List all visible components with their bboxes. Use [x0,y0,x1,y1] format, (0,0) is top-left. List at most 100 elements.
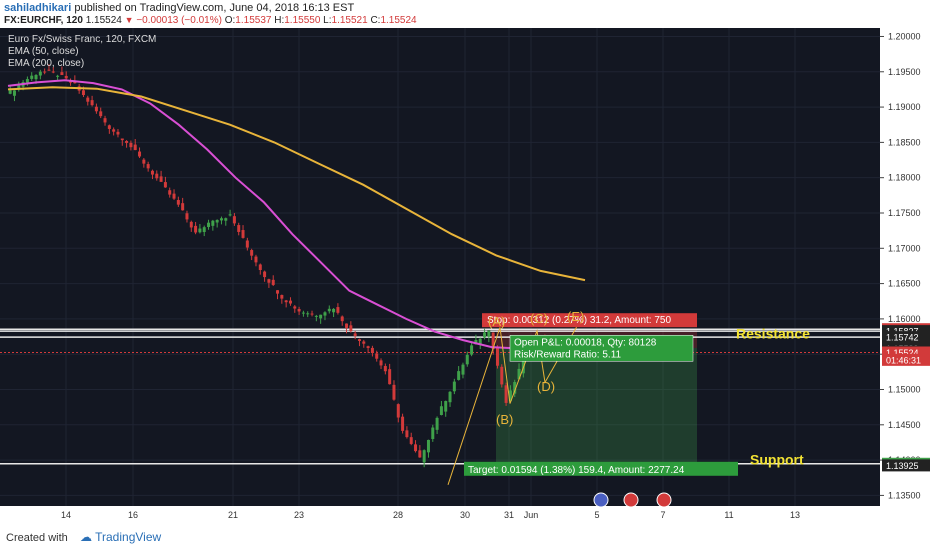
candle-body [276,290,280,294]
price-tag [882,353,930,366]
event-icon[interactable] [593,492,609,508]
event-icon[interactable] [623,492,639,508]
candle-body [271,279,275,285]
candle-body [396,404,400,418]
price-change: −0.00013 (−0.01%) [136,15,222,26]
high-value: 1.15550 [284,15,321,26]
candle-body [34,74,38,80]
price-tag-label: 1.15524 [886,348,919,358]
created-with-label: Created with [6,532,68,544]
point-label: (D) [537,379,555,394]
y-tick-label: 1.19000 [888,102,921,112]
candle-body [107,125,111,129]
event-icon[interactable] [656,492,672,508]
candle-body [500,366,504,385]
legend-ema50[interactable]: EMA (50, close) [8,46,79,57]
candle-body [288,300,292,304]
legend-title: Euro Fx/Swiss Franc, 120, FXCM [8,34,157,45]
ema200-line[interactable] [7,86,586,282]
candle-body [189,221,193,228]
candle-body [172,193,176,199]
point-label: (E) [567,309,584,324]
candle-body [181,203,185,211]
open-label: O: [224,15,236,26]
candle-body [426,439,430,453]
x-tick-label: 31 [504,510,514,520]
support-label: Support [750,452,804,468]
candle-body [163,182,167,188]
candle-body [146,164,150,169]
candle-body [103,118,107,123]
x-tick-label: 13 [790,510,800,520]
price-tag [882,459,930,472]
tradingview-logo[interactable]: ☁ TradingView [80,530,161,544]
brand-label: TradingView [95,530,162,544]
candle-body [56,75,60,77]
candle-body [86,97,90,102]
candle-body [452,381,456,392]
candle-body [224,218,228,221]
candle-body [159,176,163,182]
close-label: C: [370,15,381,26]
x-tick-label: 5 [594,510,599,520]
publish-header: sahiladhikari published on TradingView.c… [0,0,932,28]
candle-body [51,71,55,73]
risk-reward-label: Risk/Reward Ratio: 5.11 [514,349,622,360]
candle-body [340,316,344,322]
price-tag-label: 1.13925 [886,461,919,471]
stop-label-box [482,313,697,328]
point-label: (B) [496,412,513,427]
ema50-line[interactable] [7,79,521,350]
candle-body [99,111,103,117]
candle-body [323,312,327,316]
candle-body [362,341,366,344]
symbol-label: FX:EURCHF, 120 [4,15,83,26]
pattern-line [447,324,579,485]
candle-body [38,71,42,76]
y-tick-label: 1.18500 [888,137,921,147]
candle-body [345,323,349,328]
y-tick-label: 1.17000 [888,243,921,253]
candle-body [47,69,51,71]
last-price: 1.15524 [85,15,122,26]
candle-body [405,430,409,438]
x-tick-label: 30 [460,510,470,520]
candle-body [116,131,120,135]
candle-body [457,371,461,380]
price-axis[interactable] [880,28,932,526]
candle-body [383,366,387,372]
candle-body [112,129,116,132]
candle-body [228,214,232,216]
price-chart[interactable]: 1.20000 1.19500 1.19000 1.18500 1.18000 1.175… [0,28,932,526]
candle-body [219,218,223,221]
y-tick-label: 1.14500 [888,420,921,430]
point-label: (C) [530,311,548,326]
candle-body [332,308,336,313]
candle-body [150,170,154,175]
cloud-icon: ☁ [80,530,92,544]
y-tick-label: 1.18000 [888,173,921,183]
candle-body [375,353,379,359]
author-link[interactable]: sahiladhikari [4,2,72,14]
target-label-box [464,461,738,476]
candle-body [388,369,392,385]
candle-body [483,332,487,338]
plot-area[interactable] [0,28,880,506]
candle-body [461,364,465,375]
candle-body [198,228,202,233]
close-value: 1.15524 [380,15,417,26]
candle-body [478,338,482,345]
candle-body [60,72,64,76]
high-label: H: [274,15,285,26]
price-tag-label: 1.15742 [886,333,919,343]
candle-body [353,333,357,336]
candle-body [207,222,211,228]
footer: Created with ☁ TradingView [0,526,932,550]
candle-body [336,307,340,313]
candle-body [504,385,508,403]
candle-body [435,417,439,430]
time-axis[interactable] [0,506,880,526]
candle-body [370,347,374,353]
candle-body [64,75,68,79]
legend-ema200[interactable]: EMA (200, close) [8,58,85,69]
